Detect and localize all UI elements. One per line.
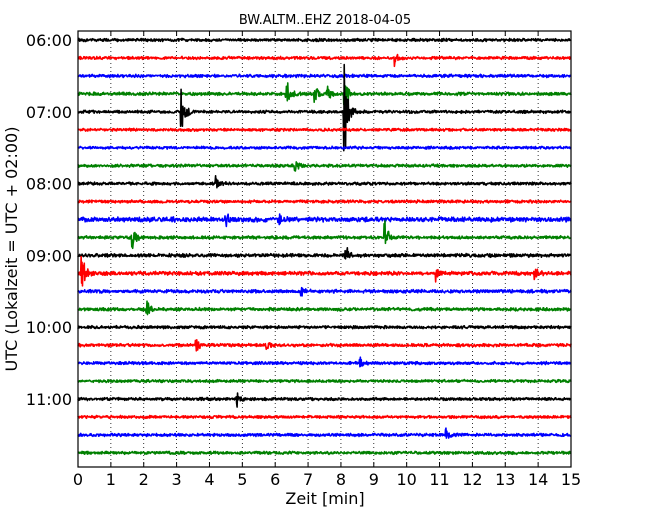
seismogram-trace — [77, 127, 572, 132]
y-tick-label: 06:00 — [26, 31, 72, 50]
y-tick-label: 08:00 — [26, 175, 72, 194]
y-tick-label: 11:00 — [26, 390, 72, 409]
x-axis-label: Zeit [min] — [285, 489, 364, 508]
vertical-grid — [110, 31, 539, 467]
seismogram-trace — [77, 161, 572, 172]
seismogram-trace — [77, 246, 572, 260]
seismogram-trace — [77, 300, 572, 316]
seismogram-trace — [77, 63, 572, 152]
seismogram-trace — [77, 339, 572, 352]
seismogram-trace — [77, 145, 572, 150]
plot-frame — [77, 30, 572, 468]
seismogram-trace — [77, 356, 572, 368]
x-tick-label: 10 — [396, 470, 416, 489]
seismogram-trace — [77, 378, 572, 384]
x-tick-label: 1 — [106, 470, 116, 489]
seismogram-trace — [77, 286, 572, 297]
seismogram-trace — [77, 213, 572, 228]
seismogram-trace — [77, 73, 572, 79]
y-tick-label: 09:00 — [26, 246, 72, 265]
x-tick-label: 2 — [139, 470, 149, 489]
y-axis-ticks: 06:00 07:00 08:00 09:00 10:00 11:00 — [26, 31, 571, 409]
seismogram-trace — [77, 53, 572, 68]
x-tick-label: 6 — [270, 470, 280, 489]
x-tick-label: 7 — [303, 470, 313, 489]
x-tick-label: 12 — [462, 470, 482, 489]
x-tick-label: 13 — [495, 470, 515, 489]
seismogram-traces — [77, 37, 572, 456]
x-tick-label: 5 — [237, 470, 247, 489]
y-tick-label: 10:00 — [26, 318, 72, 337]
x-tick-label: 9 — [369, 470, 379, 489]
seismogram-trace — [77, 414, 572, 420]
seismogram-trace — [77, 174, 572, 189]
x-tick-label: 14 — [528, 470, 548, 489]
seismogram-trace — [77, 427, 572, 439]
seismogram-trace — [77, 220, 572, 250]
y-tick-label: 07:00 — [26, 103, 72, 122]
seismogram-trace — [77, 82, 572, 106]
x-tick-label: 15 — [561, 470, 581, 489]
seismogram-trace — [77, 392, 572, 408]
seismogram-trace — [77, 324, 572, 330]
chart-title: BW.ALTM..EHZ 2018-04-05 — [239, 13, 411, 28]
x-tick-label: 11 — [429, 470, 449, 489]
y-axis-label: UTC (Lokalzeit = UTC + 02:00) — [2, 127, 21, 372]
x-tick-label: 3 — [172, 470, 182, 489]
x-tick-label: 4 — [204, 470, 214, 489]
seismogram-trace — [77, 199, 572, 204]
seismogram-trace — [77, 255, 572, 287]
x-axis-ticks: 0 1 2 3 4 5 6 7 8 9 10 11 12 13 14 15 — [73, 31, 581, 489]
x-tick-label: 0 — [73, 470, 83, 489]
x-tick-label: 8 — [336, 470, 346, 489]
seismogram-trace — [77, 37, 572, 43]
seismogram-trace — [77, 450, 572, 456]
